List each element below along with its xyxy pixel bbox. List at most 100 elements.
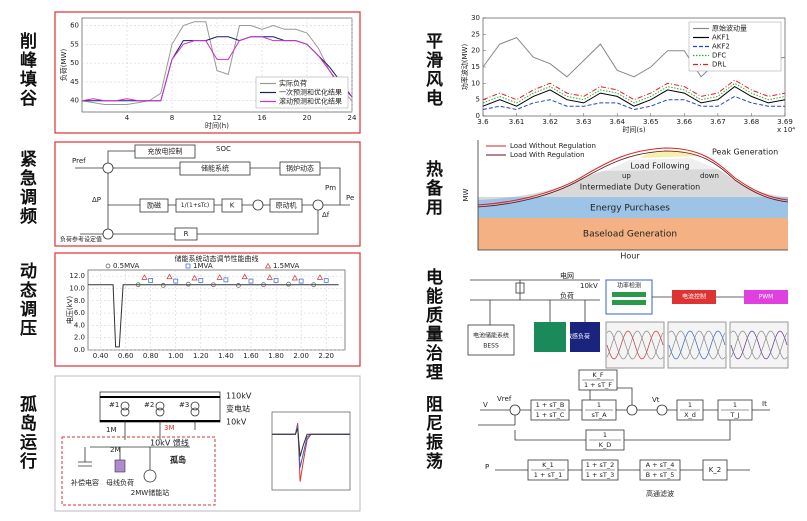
marker	[223, 277, 229, 283]
x-tick-label: 1.40	[218, 352, 234, 360]
block	[139, 198, 169, 213]
marker	[166, 273, 173, 280]
signal: SOC	[216, 145, 231, 153]
y-tick-label: 10.0	[69, 284, 85, 292]
marker	[241, 273, 248, 280]
side-label: 削峰填谷	[16, 32, 36, 108]
note: 负荷参考设定值	[60, 236, 102, 244]
x-axis-label: 时间(h)	[205, 121, 229, 130]
y-tick-label: 6.0	[74, 309, 85, 317]
block	[134, 144, 196, 159]
legend-label: DRL	[712, 61, 726, 69]
marker	[198, 278, 204, 283]
flow-box	[672, 290, 716, 304]
damping-diagram: Vref V Vt It P 高通滤波 K_F 1 + sT_F 1 + sT_B 1…	[478, 369, 770, 498]
power-quality: 电网 10kV 负荷 电池储能系统 BESS 敏感负荷 功率检测 电流控制 PW…	[467, 271, 789, 369]
x-tick-label: 3.66	[677, 118, 693, 126]
marker	[286, 281, 291, 287]
wiring	[470, 279, 600, 325]
block	[221, 198, 243, 213]
x-tick-label: 0.80	[143, 352, 159, 360]
marker	[261, 282, 266, 288]
series-line	[482, 82, 786, 104]
block	[175, 198, 215, 213]
axis-label: MW	[462, 188, 470, 201]
block-den: 1 + sT_3	[586, 471, 614, 479]
block	[279, 161, 321, 176]
x-axis-label: 时间(s)	[622, 125, 645, 134]
side-label: 孤岛运行	[16, 395, 36, 471]
connector	[478, 379, 770, 471]
legend-label: DFC	[712, 52, 726, 60]
x-tick-label: 3.69	[777, 118, 793, 126]
axis-label: Hour	[620, 252, 640, 261]
area	[478, 197, 788, 218]
legend-box	[688, 21, 782, 72]
block-num: 1 + sT_B	[536, 401, 565, 409]
standby-figure: Load Without Regulation Load With Regula…	[462, 140, 789, 261]
signal: Vref	[497, 395, 512, 403]
block-num: 1	[603, 431, 607, 439]
block-label: 1/(1+sTc)	[181, 202, 209, 209]
feeder-label: 3M	[164, 424, 175, 432]
layer-label: Load Following	[630, 162, 689, 171]
side-label: 平滑风电	[422, 32, 442, 108]
marker	[148, 278, 154, 283]
marker	[185, 281, 191, 287]
legend-label: 0.5MVA	[113, 262, 140, 270]
load-label: 母线负荷	[106, 478, 134, 487]
x-tick-label: 4	[125, 114, 130, 122]
bus-label: 10kV	[226, 418, 247, 427]
x-tick-label: 3.6	[477, 118, 489, 126]
waveform	[730, 330, 788, 360]
y-tick-label: 30	[471, 14, 480, 22]
series-line	[272, 428, 350, 457]
feeder-label: 1M	[106, 426, 117, 434]
load-label: 负荷	[560, 291, 574, 300]
x-tick-label: 2.20	[318, 352, 334, 360]
x-tick-label: 0.40	[93, 352, 109, 360]
wiring	[78, 446, 190, 470]
legend-label: Load With Regulation	[510, 151, 585, 159]
block-den: 1 + sT_F	[584, 381, 612, 389]
panel-frame	[54, 11, 361, 134]
marker	[323, 278, 329, 283]
frequency-diagram: 充放电控制 SOC 储能系统 锅炉动态 励磁 1/(1+sTc) K 原动机 R…	[60, 144, 354, 244]
x-tick-label: 0.60	[118, 352, 134, 360]
marker	[311, 282, 317, 288]
layer-label: up	[622, 172, 631, 180]
transformer-label: #1	[109, 401, 119, 409]
x-tick-label: 3.68	[744, 118, 760, 126]
feeder-label: 10kV 馈线	[150, 438, 189, 448]
signal: Δf	[322, 211, 330, 219]
y-tick-label: 4.0	[74, 321, 85, 329]
block-den: sT_A	[591, 411, 607, 419]
marker	[105, 263, 111, 269]
x-tick-label: 2.00	[293, 352, 309, 360]
waveform	[730, 330, 788, 360]
legend-label: 一次预测和优化结果	[279, 88, 342, 97]
block-label: R	[184, 230, 189, 238]
panel-frame	[54, 141, 361, 247]
side-label: 动态调压	[16, 262, 36, 338]
marker	[135, 282, 141, 288]
area	[605, 158, 718, 171]
y-tick-label: 45	[70, 78, 79, 86]
axis	[477, 140, 788, 251]
filter-label: 高通滤波	[646, 489, 674, 498]
layer-label: Intermediate Duty Generation	[580, 183, 700, 192]
load	[114, 459, 126, 473]
area	[478, 218, 788, 250]
x-tick-label: 1.00	[168, 352, 184, 360]
flow-label: PWM	[759, 294, 774, 301]
bess-label: BESS	[483, 343, 499, 350]
signal: It	[762, 400, 767, 408]
y-tick-label: 12.0	[69, 272, 85, 280]
y-tick-label: 2.0	[74, 334, 85, 342]
series-line	[81, 21, 353, 105]
x-tick-label: 3.64	[609, 118, 625, 126]
block-num: 1	[597, 401, 601, 409]
capacitor-label: 补偿电容	[71, 478, 99, 487]
island-label: 孤岛	[170, 455, 186, 465]
bus-label: 110kV	[226, 392, 252, 401]
